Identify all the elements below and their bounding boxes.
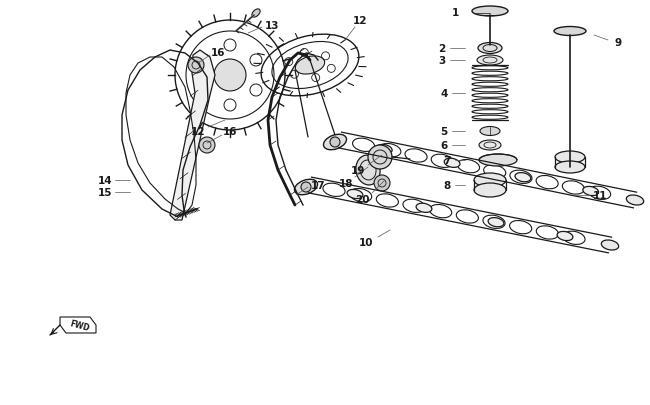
Ellipse shape (431, 155, 453, 168)
Ellipse shape (376, 145, 392, 154)
Ellipse shape (484, 165, 506, 179)
Text: 16: 16 (223, 127, 237, 136)
Ellipse shape (324, 135, 346, 150)
Ellipse shape (416, 204, 432, 213)
Ellipse shape (403, 200, 425, 213)
Ellipse shape (294, 180, 318, 195)
Text: 14: 14 (98, 175, 112, 185)
Circle shape (368, 146, 392, 170)
Text: 3: 3 (438, 56, 446, 66)
Polygon shape (170, 51, 215, 220)
Text: 8: 8 (443, 181, 450, 190)
Ellipse shape (627, 196, 644, 205)
Ellipse shape (252, 10, 260, 18)
Text: 12: 12 (190, 127, 205, 136)
Ellipse shape (323, 184, 345, 197)
Circle shape (301, 183, 311, 192)
Ellipse shape (536, 176, 558, 189)
Ellipse shape (536, 226, 558, 239)
Circle shape (374, 175, 390, 192)
Ellipse shape (583, 187, 599, 196)
Text: 20: 20 (355, 194, 369, 205)
Text: 16: 16 (211, 48, 226, 58)
Ellipse shape (379, 144, 401, 158)
Ellipse shape (479, 155, 517, 166)
Ellipse shape (557, 232, 573, 241)
Ellipse shape (458, 160, 480, 173)
Text: 7: 7 (443, 156, 450, 166)
Ellipse shape (554, 28, 586, 36)
Ellipse shape (472, 7, 508, 17)
Text: 9: 9 (614, 38, 621, 48)
Circle shape (214, 60, 246, 92)
Text: 12: 12 (353, 16, 367, 26)
Ellipse shape (488, 218, 504, 227)
Ellipse shape (430, 205, 452, 218)
Ellipse shape (563, 232, 585, 245)
Text: 4: 4 (440, 89, 448, 99)
Text: 6: 6 (440, 141, 448, 151)
Ellipse shape (295, 57, 324, 75)
Ellipse shape (477, 56, 503, 66)
Text: 17: 17 (311, 181, 325, 190)
Ellipse shape (483, 215, 505, 229)
Ellipse shape (405, 149, 427, 163)
Text: 18: 18 (339, 179, 353, 189)
Ellipse shape (555, 162, 585, 174)
Ellipse shape (347, 190, 363, 199)
Ellipse shape (350, 189, 372, 202)
Ellipse shape (562, 181, 584, 195)
Ellipse shape (376, 194, 398, 208)
Text: 5: 5 (440, 127, 448, 136)
Text: FWD: FWD (69, 318, 91, 332)
Ellipse shape (352, 139, 374, 152)
Ellipse shape (555, 151, 585, 164)
Ellipse shape (515, 173, 531, 182)
Ellipse shape (474, 174, 506, 188)
Text: 11: 11 (593, 190, 607, 200)
Text: 2: 2 (438, 44, 446, 54)
Ellipse shape (588, 187, 610, 200)
Ellipse shape (474, 183, 506, 198)
Ellipse shape (601, 241, 619, 250)
Ellipse shape (444, 159, 460, 168)
Ellipse shape (479, 141, 501, 151)
Circle shape (188, 58, 204, 74)
Circle shape (330, 138, 340, 148)
Circle shape (199, 138, 215, 153)
Ellipse shape (478, 43, 502, 54)
Text: 19: 19 (351, 166, 365, 175)
Ellipse shape (456, 210, 478, 224)
Text: 15: 15 (98, 188, 112, 198)
Ellipse shape (510, 171, 532, 184)
Text: 13: 13 (265, 21, 279, 31)
Ellipse shape (510, 221, 532, 234)
Text: 1: 1 (451, 8, 459, 18)
Ellipse shape (356, 156, 380, 185)
Ellipse shape (480, 127, 500, 136)
Text: 10: 10 (359, 237, 373, 247)
